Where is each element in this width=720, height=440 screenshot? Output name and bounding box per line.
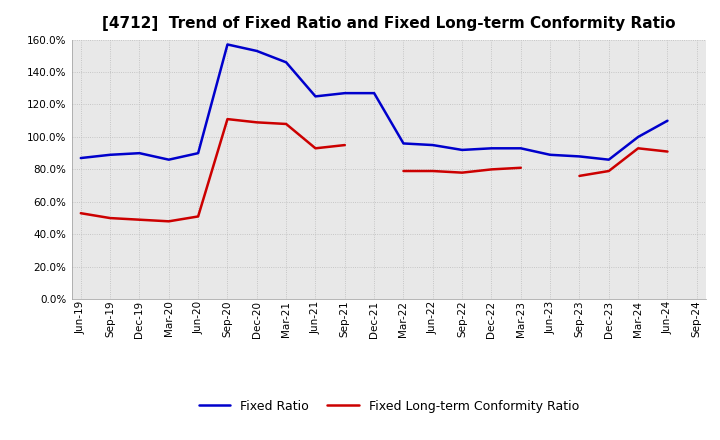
Fixed Long-term Conformity Ratio: [253, 120, 261, 125]
Fixed Ratio: [458, 147, 467, 153]
Fixed Ratio: [164, 157, 173, 162]
Legend: Fixed Ratio, Fixed Long-term Conformity Ratio: Fixed Ratio, Fixed Long-term Conformity …: [194, 395, 584, 418]
Fixed Long-term Conformity Ratio: [458, 170, 467, 175]
Fixed Long-term Conformity Ratio: [575, 173, 584, 179]
Fixed Long-term Conformity Ratio: [282, 121, 290, 127]
Fixed Long-term Conformity Ratio: [516, 165, 525, 170]
Fixed Ratio: [516, 146, 525, 151]
Fixed Ratio: [194, 150, 202, 156]
Fixed Long-term Conformity Ratio: [487, 167, 496, 172]
Fixed Long-term Conformity Ratio: [399, 169, 408, 174]
Fixed Long-term Conformity Ratio: [135, 217, 144, 222]
Fixed Ratio: [605, 157, 613, 162]
Fixed Long-term Conformity Ratio: [605, 169, 613, 174]
Fixed Long-term Conformity Ratio: [76, 211, 85, 216]
Fixed Ratio: [370, 91, 379, 96]
Fixed Ratio: [223, 42, 232, 47]
Title: [4712]  Trend of Fixed Ratio and Fixed Long-term Conformity Ratio: [4712] Trend of Fixed Ratio and Fixed Lo…: [102, 16, 675, 32]
Fixed Long-term Conformity Ratio: [223, 117, 232, 122]
Fixed Ratio: [487, 146, 496, 151]
Fixed Ratio: [106, 152, 114, 158]
Line: Fixed Long-term Conformity Ratio: Fixed Long-term Conformity Ratio: [81, 119, 667, 221]
Fixed Long-term Conformity Ratio: [311, 146, 320, 151]
Fixed Long-term Conformity Ratio: [194, 214, 202, 219]
Fixed Ratio: [575, 154, 584, 159]
Fixed Ratio: [135, 150, 144, 156]
Fixed Long-term Conformity Ratio: [428, 169, 437, 174]
Fixed Ratio: [546, 152, 554, 158]
Fixed Ratio: [399, 141, 408, 146]
Fixed Ratio: [663, 118, 672, 123]
Fixed Ratio: [311, 94, 320, 99]
Fixed Long-term Conformity Ratio: [663, 149, 672, 154]
Fixed Ratio: [428, 143, 437, 148]
Fixed Long-term Conformity Ratio: [634, 146, 642, 151]
Fixed Ratio: [76, 155, 85, 161]
Fixed Ratio: [634, 134, 642, 139]
Fixed Ratio: [282, 60, 290, 65]
Fixed Ratio: [341, 91, 349, 96]
Fixed Long-term Conformity Ratio: [164, 219, 173, 224]
Fixed Long-term Conformity Ratio: [341, 143, 349, 148]
Line: Fixed Ratio: Fixed Ratio: [81, 44, 667, 160]
Fixed Ratio: [253, 48, 261, 54]
Fixed Long-term Conformity Ratio: [106, 216, 114, 221]
